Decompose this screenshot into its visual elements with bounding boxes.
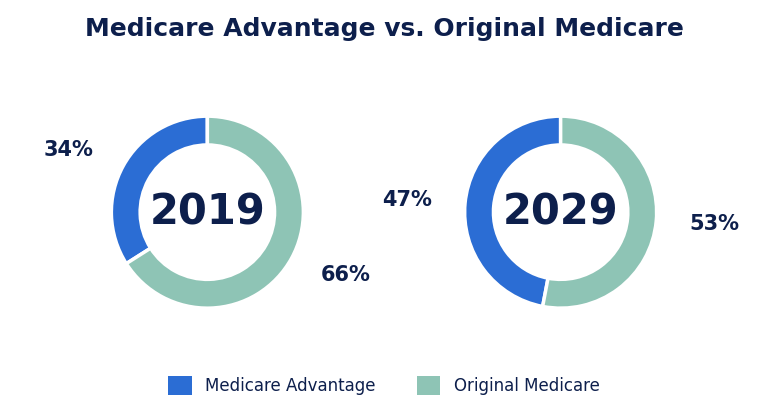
Legend: Medicare Advantage, Original Medicare: Medicare Advantage, Original Medicare	[160, 368, 608, 404]
Text: 2019: 2019	[150, 191, 265, 233]
Text: 47%: 47%	[382, 190, 432, 210]
Text: 53%: 53%	[690, 214, 740, 234]
Wedge shape	[111, 116, 207, 264]
Text: Medicare Advantage vs. Original Medicare: Medicare Advantage vs. Original Medicare	[84, 17, 684, 41]
Wedge shape	[465, 116, 561, 307]
Wedge shape	[126, 116, 303, 308]
Text: 66%: 66%	[321, 265, 371, 285]
Wedge shape	[543, 116, 657, 308]
Text: 2029: 2029	[503, 191, 618, 233]
Text: 34%: 34%	[44, 140, 94, 160]
